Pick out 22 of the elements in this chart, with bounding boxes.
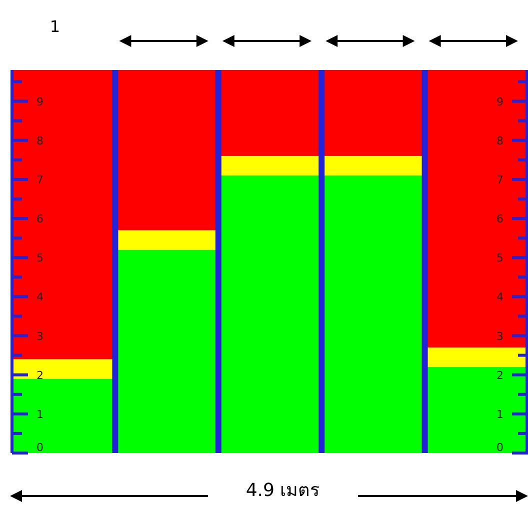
y2-tick-label: 3 (496, 330, 504, 343)
y-tick-label: 0 (36, 441, 44, 454)
y-tick-label: 6 (36, 212, 44, 226)
y-tick-label: 3 (36, 330, 44, 343)
text: 1 (50, 17, 60, 36)
y2-tick-label: 4 (496, 290, 504, 304)
y2-tick-label: 8 (496, 134, 504, 148)
y-tick-label: 1 (36, 408, 44, 421)
y2-tick-label: 0 (496, 441, 504, 454)
y-tick-label: 5 (36, 252, 44, 265)
y2-tick-label: 2 (496, 368, 504, 382)
y2-tick-label: 5 (496, 252, 504, 265)
y-tick-label: 9 (36, 95, 44, 108)
y-tick-label: 2 (36, 368, 44, 382)
text: 4.9 เมตร (246, 480, 320, 501)
y2-tick-label: 9 (496, 95, 504, 108)
y-tick-label: 4 (36, 290, 44, 304)
y-tick-label: 7 (36, 173, 44, 186)
y2-tick-label: 7 (496, 173, 504, 186)
y-tick-label: 8 (36, 134, 44, 148)
y2-tick-label: 6 (496, 212, 504, 226)
y2-tick-label: 1 (496, 408, 504, 421)
